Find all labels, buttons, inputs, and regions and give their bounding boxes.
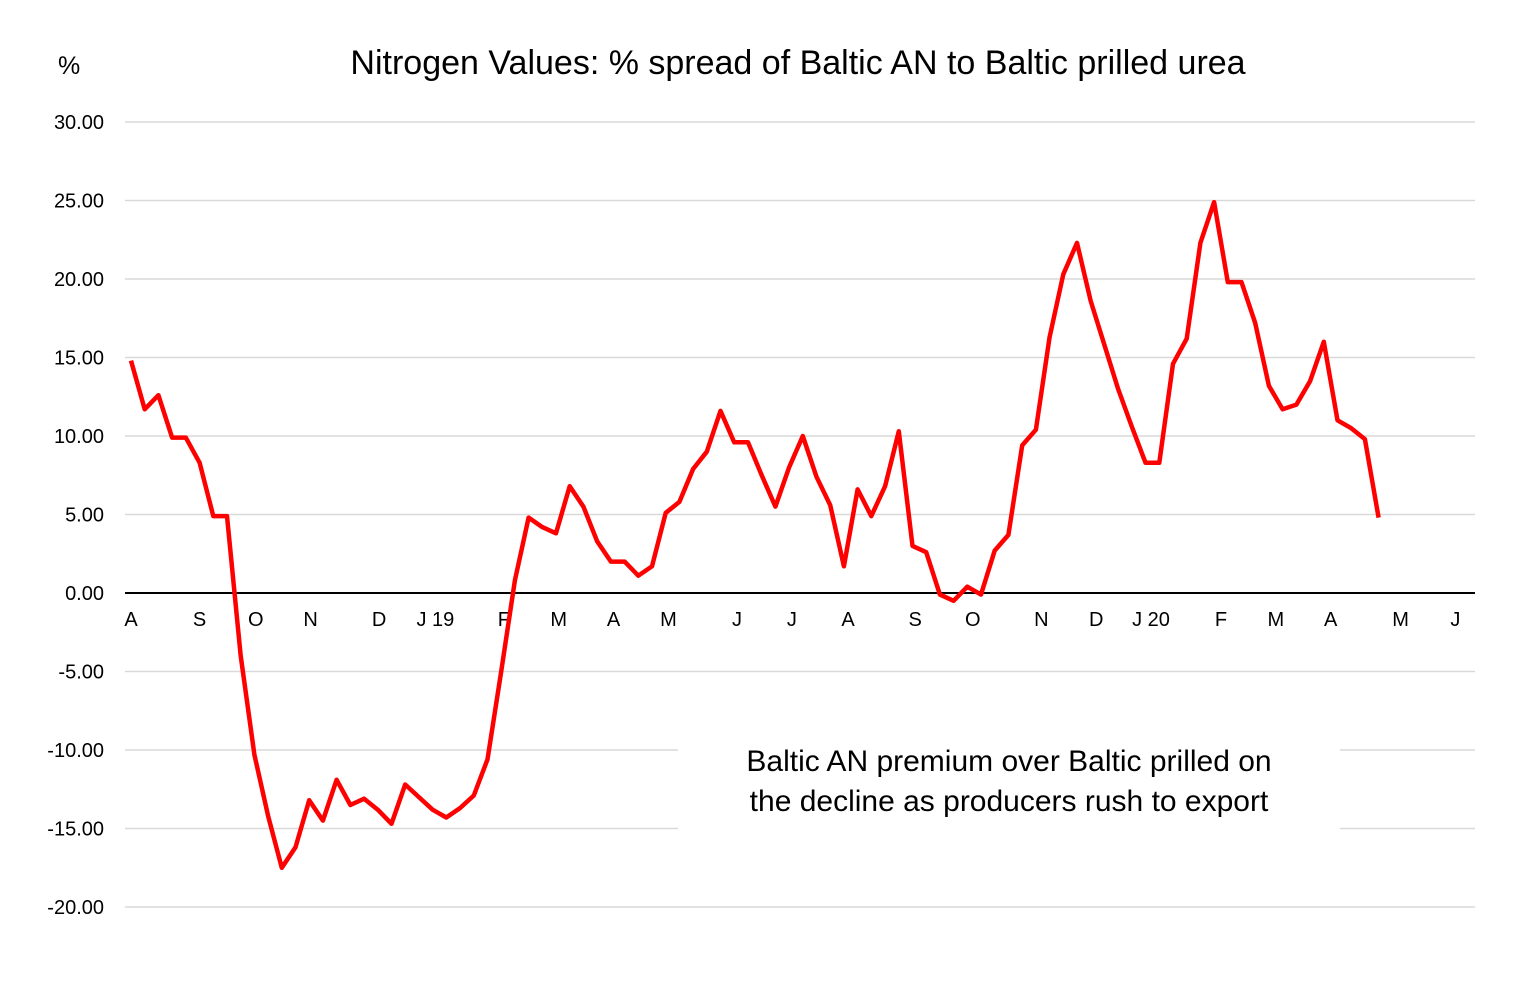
x-tick-label: A — [841, 609, 855, 631]
chart-annotation: Baltic AN premium over Baltic prilled on… — [678, 742, 1340, 830]
x-tick-label: M — [1392, 609, 1409, 631]
series-line — [128, 199, 1381, 871]
y-tick-label: 5.00 — [65, 505, 104, 527]
x-tick-label: J 19 — [416, 609, 454, 631]
y-tick-label: 20.00 — [54, 269, 104, 291]
y-axis-unit-label: % — [58, 52, 81, 80]
y-tick-label: 15.00 — [54, 348, 104, 370]
x-tick-label: N — [1034, 609, 1048, 631]
x-tick-label: A — [124, 609, 138, 631]
x-tick-label: J — [787, 609, 797, 631]
y-tick-label: 0.00 — [65, 583, 104, 605]
y-tick-label: -20.00 — [47, 897, 104, 919]
x-tick-label: D — [372, 609, 386, 631]
annotation-line-2: the decline as producers rush to export — [749, 785, 1269, 818]
y-tick-label: -15.00 — [47, 819, 104, 841]
x-tick-label: M — [550, 609, 567, 631]
x-tick-label: D — [1089, 609, 1103, 631]
x-tick-label: O — [248, 609, 264, 631]
y-tick-label: -10.00 — [47, 740, 104, 762]
y-tick-label: 10.00 — [54, 426, 104, 448]
x-tick-label: M — [1267, 609, 1284, 631]
x-tick-label: S — [193, 609, 206, 631]
x-tick-label: J 20 — [1132, 609, 1170, 631]
x-tick-label: A — [1324, 609, 1338, 631]
x-tick-label: F — [1215, 609, 1227, 631]
x-tick-label: M — [660, 609, 677, 631]
x-tick-label: S — [909, 609, 922, 631]
x-tick-label: J — [1450, 609, 1460, 631]
annotation-line-1: Baltic AN premium over Baltic prilled on — [746, 745, 1272, 778]
y-tick-label: 30.00 — [54, 112, 104, 134]
chart-title: Nitrogen Values: % spread of Baltic AN t… — [350, 44, 1246, 82]
x-tick-label: N — [303, 609, 317, 631]
x-tick-label: A — [607, 609, 621, 631]
x-tick-label: O — [965, 609, 981, 631]
y-tick-label: -5.00 — [58, 662, 104, 684]
y-tick-label: 25.00 — [54, 191, 104, 213]
x-tick-label: J — [732, 609, 742, 631]
